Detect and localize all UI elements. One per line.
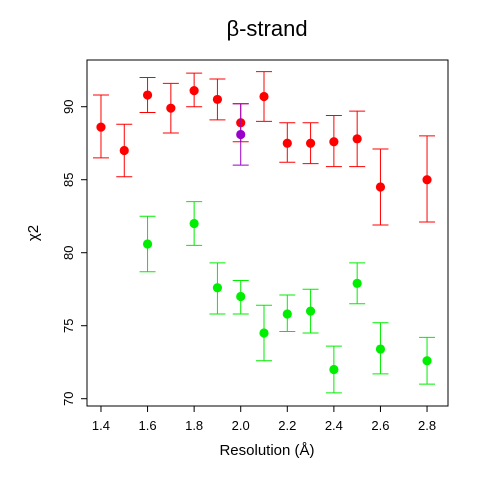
chart-title: β-strand	[226, 16, 307, 41]
data-point	[142, 90, 153, 100]
data-point	[329, 137, 339, 147]
data-point	[352, 278, 362, 288]
data-point	[305, 138, 316, 148]
data-point	[166, 103, 176, 113]
data-point	[352, 134, 362, 144]
y-axis-label: χ2	[25, 225, 42, 241]
y-tick-label: 75	[61, 318, 76, 332]
y-tick-label: 80	[61, 245, 76, 259]
data-point	[375, 344, 386, 354]
data-point	[329, 364, 339, 375]
y-tick-label: 85	[61, 172, 76, 186]
data-point	[212, 94, 223, 105]
data-point	[119, 145, 129, 156]
plot-area-frame	[86, 59, 449, 407]
x-axis: 1.4 1.6 1.8 2.0 2.2 2.4 2.6 2.8	[92, 406, 436, 433]
x-tick-label: 2.0	[232, 418, 250, 433]
x-tick-label: 1.6	[139, 418, 157, 433]
x-tick-label: 2.8	[418, 418, 436, 433]
x-tick-label: 2.4	[325, 418, 343, 433]
x-tick-label: 1.4	[92, 418, 110, 433]
y-tick-label: 90	[61, 99, 76, 113]
x-tick-label: 2.6	[371, 418, 389, 433]
series-3	[139, 201, 436, 394]
data-point	[422, 356, 432, 366]
data-point	[236, 291, 246, 302]
data-point	[212, 283, 223, 293]
data-point	[282, 309, 292, 319]
data-point	[189, 86, 199, 96]
series-layer	[92, 71, 436, 394]
data-point	[96, 122, 106, 132]
data-point	[142, 239, 153, 249]
x-tick-label: 2.2	[278, 418, 296, 433]
data-point	[259, 91, 269, 102]
data-point	[305, 306, 316, 316]
data-point	[189, 218, 199, 229]
data-point	[422, 175, 432, 185]
x-tick-label: 1.8	[185, 418, 203, 433]
y-axis: 70 75 80 85 90	[61, 99, 87, 406]
series-2	[232, 103, 249, 166]
data-point	[375, 182, 386, 192]
data-point	[236, 129, 246, 140]
y-tick-label: 70	[61, 391, 76, 405]
data-point	[259, 328, 269, 338]
data-point	[282, 138, 292, 148]
x-axis-label: Resolution (Å)	[219, 442, 314, 459]
series-1	[92, 71, 436, 226]
